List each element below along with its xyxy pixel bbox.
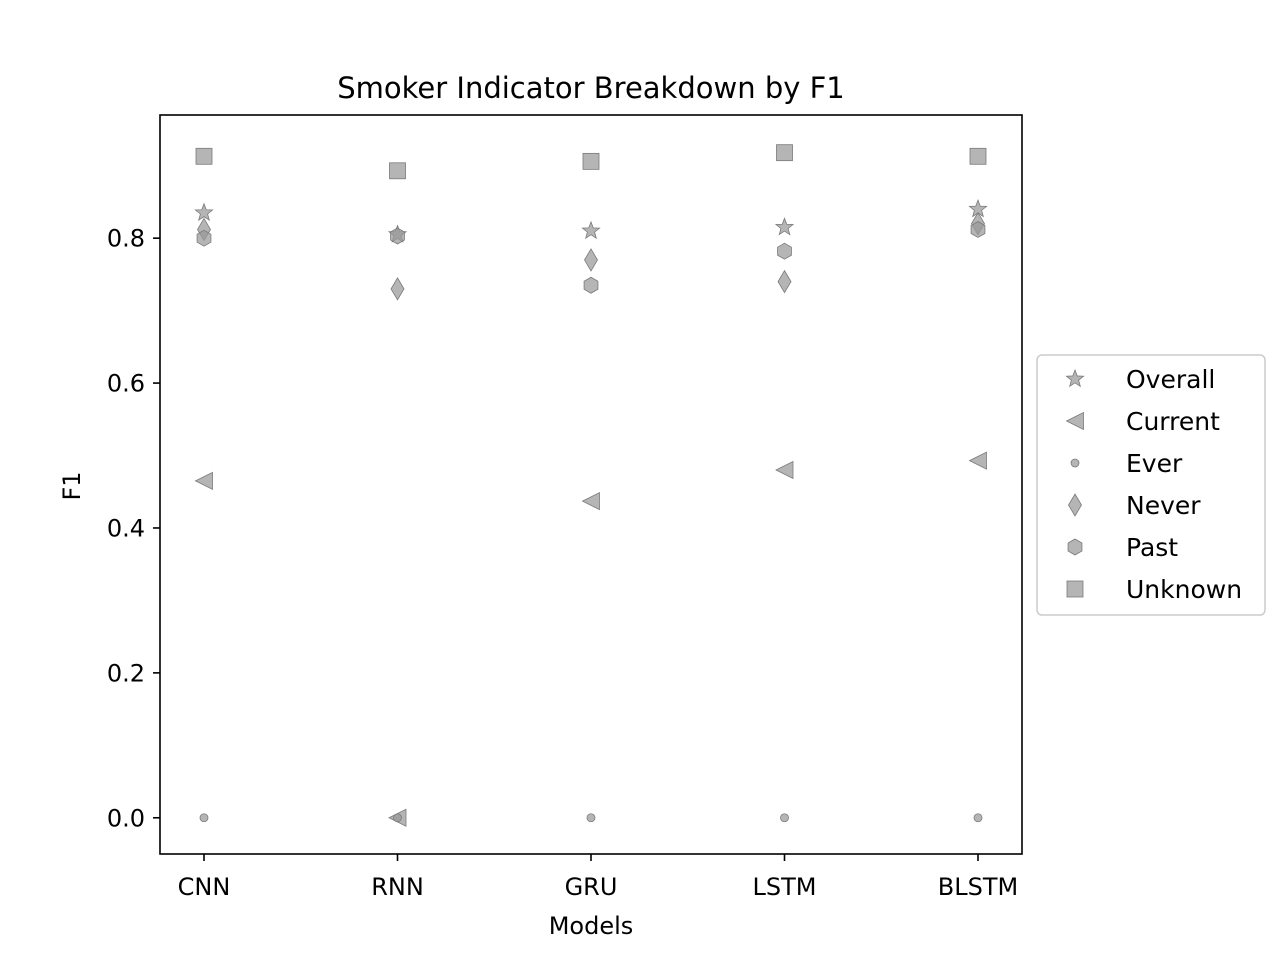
- point-current-cnn: [194, 471, 213, 491]
- legend-label: Overall: [1126, 365, 1215, 394]
- point-unknown-cnn: [195, 147, 213, 165]
- legend-marker-unknown: [1066, 580, 1084, 598]
- x-tick-label: RNN: [371, 873, 424, 901]
- y-axis: 0.0 0.2 0.4 0.6 0.8: [107, 225, 160, 832]
- legend-label: Unknown: [1126, 575, 1242, 604]
- series-ever: [199, 813, 983, 823]
- x-axis: CNN RNN GRU LSTM BLSTM: [178, 854, 1018, 901]
- point-never-rnn: [390, 277, 405, 301]
- legend-label: Past: [1126, 533, 1178, 562]
- point-ever-lstm: [780, 813, 789, 823]
- y-axis-label: F1: [58, 471, 86, 500]
- point-past-gru: [583, 276, 599, 294]
- point-unknown-rnn: [389, 162, 406, 180]
- legend-marker-current: [1065, 411, 1084, 431]
- legend-item-unknown: Unknown: [1066, 575, 1242, 604]
- point-overall-gru: [581, 220, 601, 240]
- point-never-lstm: [777, 269, 792, 294]
- y-tick-label: 0.0: [107, 804, 145, 832]
- legend-item-past: Past: [1067, 533, 1178, 562]
- y-tick-label: 0.8: [107, 225, 145, 253]
- x-tick-label: LSTM: [753, 873, 817, 901]
- x-tick-label: CNN: [178, 873, 231, 901]
- point-current-lstm: [775, 460, 794, 480]
- point-current-blstm: [968, 451, 987, 470]
- legend: Overall Current Ever Never Past Unknown: [1036, 354, 1266, 616]
- y-tick-label: 0.6: [107, 370, 145, 398]
- point-unknown-lstm: [776, 144, 793, 162]
- point-unknown-gru: [582, 152, 600, 170]
- point-past-lstm: [777, 242, 792, 260]
- legend-marker-overall: [1065, 368, 1085, 388]
- x-tick-label: GRU: [565, 873, 618, 901]
- point-overall-lstm: [774, 217, 795, 236]
- legend-label: Current: [1126, 407, 1220, 436]
- point-overall-cnn: [194, 202, 214, 222]
- legend-marker-past: [1067, 538, 1083, 556]
- legend-marker-ever: [1070, 458, 1080, 468]
- series-current: [194, 451, 987, 827]
- point-ever-blstm: [973, 813, 983, 823]
- legend-item-current: Current: [1065, 407, 1220, 436]
- plot-area: [194, 144, 988, 827]
- series-past: [196, 221, 986, 294]
- point-current-gru: [581, 492, 600, 511]
- legend-label: Ever: [1126, 449, 1183, 478]
- point-past-blstm: [970, 221, 986, 238]
- legend-item-never: Never: [1068, 491, 1201, 520]
- point-ever-cnn: [199, 813, 209, 823]
- point-ever-rnn: [393, 813, 402, 823]
- point-unknown-blstm: [969, 147, 987, 165]
- legend-item-overall: Overall: [1065, 365, 1215, 394]
- x-axis-label: Models: [549, 912, 634, 940]
- legend-marker-never: [1068, 493, 1082, 517]
- point-ever-gru: [586, 813, 596, 823]
- legend-frame: [1036, 354, 1266, 616]
- x-tick-label: BLSTM: [938, 873, 1018, 901]
- legend-item-ever: Ever: [1070, 449, 1183, 478]
- point-past-rnn: [390, 227, 405, 245]
- point-past-cnn: [196, 229, 212, 247]
- chart-title: Smoker Indicator Breakdown by F1: [337, 71, 845, 105]
- y-tick-label: 0.4: [107, 514, 145, 542]
- series-overall: [194, 199, 988, 243]
- series-unknown: [195, 144, 987, 180]
- point-never-gru: [584, 248, 598, 272]
- legend-label: Never: [1126, 491, 1201, 520]
- y-tick-label: 0.2: [107, 659, 145, 687]
